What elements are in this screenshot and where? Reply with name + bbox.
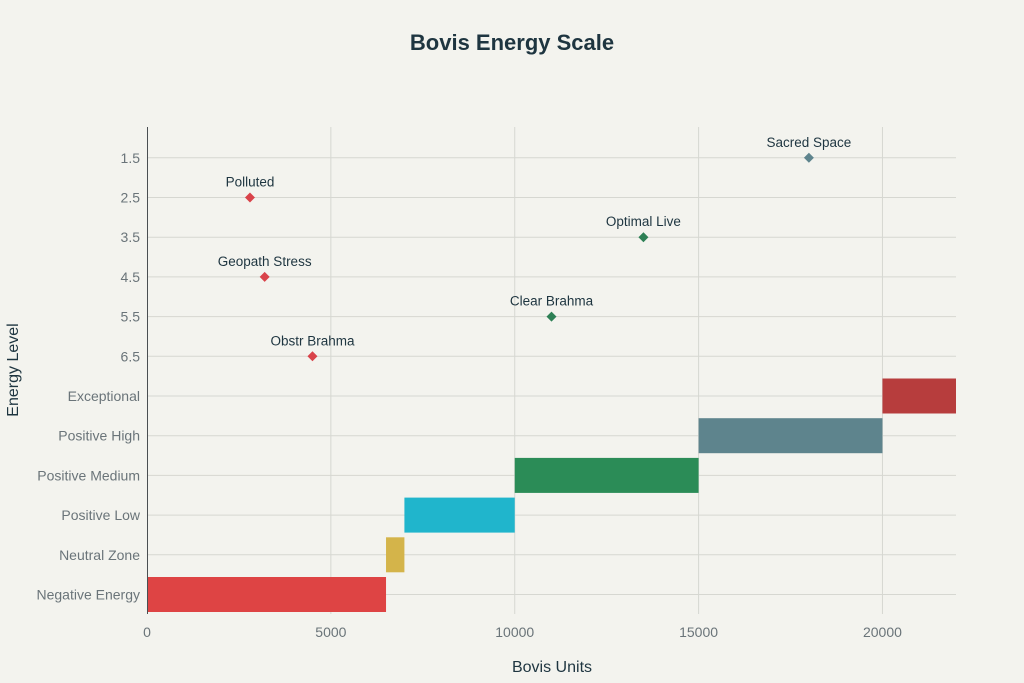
- y-tick-label: 2.5: [121, 190, 141, 206]
- marker-label: Sacred Space: [767, 135, 852, 150]
- range-bars: [147, 378, 956, 612]
- marker-label: Clear Brahma: [510, 294, 594, 309]
- range-bar: [386, 537, 405, 573]
- x-tick-label: 0: [143, 624, 151, 640]
- x-tick-label: 10000: [495, 624, 534, 640]
- y-tick-label: 6.5: [121, 348, 141, 364]
- marker-point: [546, 311, 557, 322]
- x-tick-label: 20000: [863, 624, 902, 640]
- marker-point: [307, 351, 318, 362]
- y-tick-label: 1.5: [121, 150, 141, 166]
- x-tick-label: 5000: [315, 624, 346, 640]
- y-tick-label: 4.5: [121, 269, 141, 285]
- range-bar: [698, 418, 883, 454]
- marker-label: Polluted: [226, 175, 275, 190]
- y-tick-label: Positive Medium: [37, 467, 140, 483]
- y-tick-label: Negative Energy: [36, 587, 140, 603]
- grid-lines: [147, 127, 956, 614]
- y-tick-label: Positive Low: [61, 507, 140, 523]
- marker-point: [638, 232, 649, 243]
- y-axis-label: Energy Level: [5, 323, 22, 416]
- marker-label: Geopath Stress: [218, 254, 312, 269]
- axis-ticks: 0 5000 10000 15000 20000 Negative Energy Neutr…: [36, 150, 902, 640]
- y-tick-label: 5.5: [121, 309, 141, 325]
- marker-point: [259, 271, 270, 282]
- range-bar: [882, 378, 956, 414]
- x-axis-label: Bovis Units: [512, 659, 592, 676]
- y-tick-label: 3.5: [121, 229, 141, 245]
- marker-label: Obstr Brahma: [270, 333, 355, 348]
- x-tick-label: 15000: [679, 624, 718, 640]
- marker-label: Optimal Live: [606, 214, 681, 229]
- y-tick-label: Exceptional: [68, 388, 140, 404]
- chart-title: Bovis Energy Scale: [410, 30, 614, 55]
- range-bar: [404, 497, 515, 533]
- marker-points: Obstr Brahma Clear Brahma Geopath Stress Op…: [218, 135, 852, 362]
- y-tick-label: Neutral Zone: [59, 547, 140, 563]
- y-tick-label: Positive High: [58, 428, 140, 444]
- range-bar: [147, 577, 387, 612]
- range-bar: [514, 457, 699, 493]
- marker-point: [803, 152, 814, 163]
- marker-point: [244, 192, 255, 203]
